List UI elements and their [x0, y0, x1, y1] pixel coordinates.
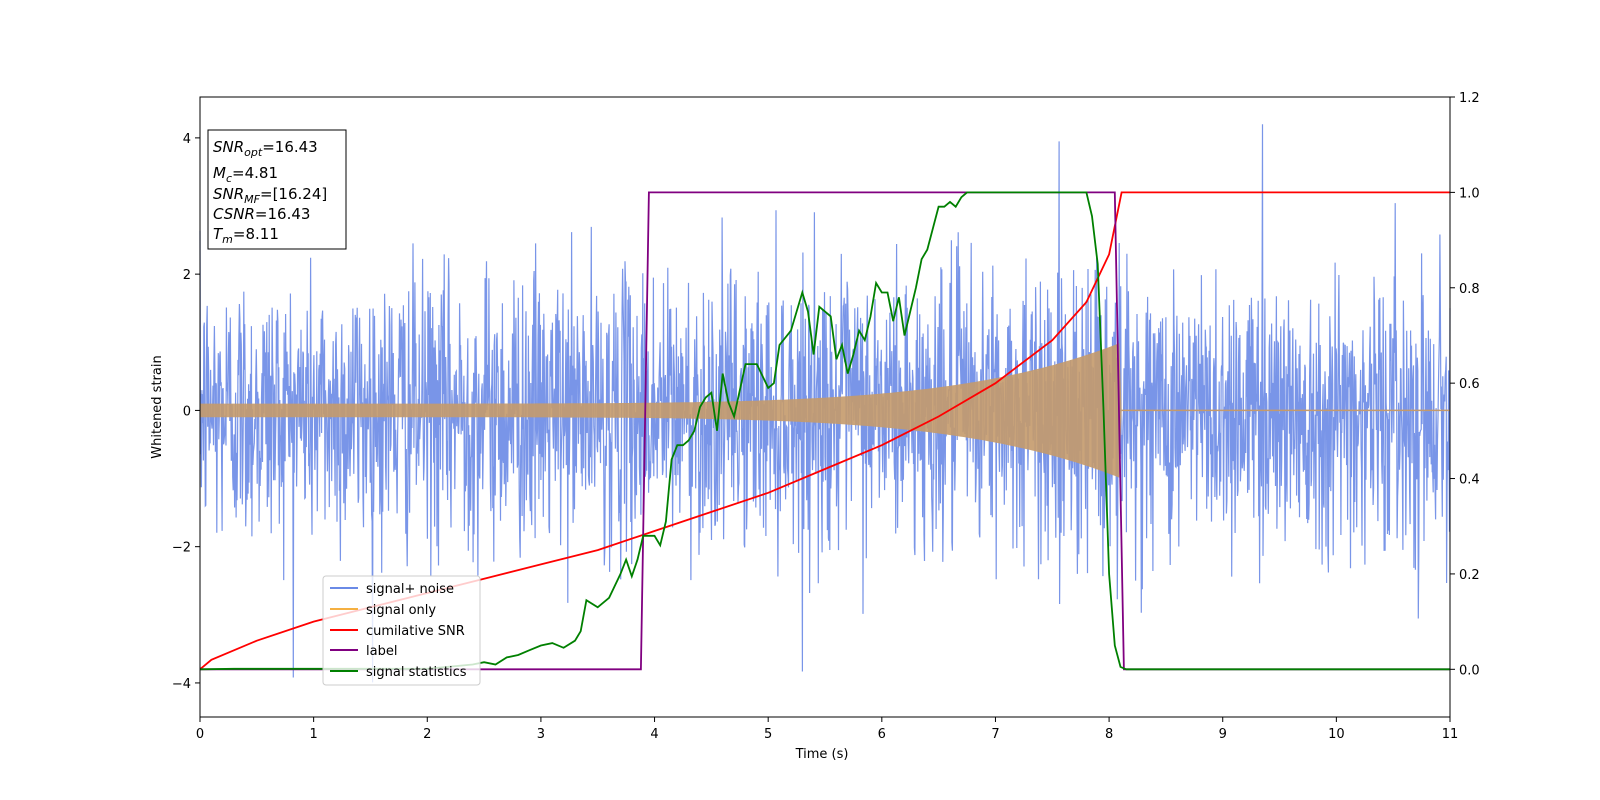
x-tick-label: 7 — [991, 727, 999, 742]
legend: signal+ noise signal only cumilative SNR… — [322, 575, 481, 686]
info-box: SNRopt=16.43 Mc=4.81 SNRMF=[16.24] CSNR=… — [207, 129, 347, 250]
x-tick-label: 8 — [1105, 727, 1113, 742]
x-tick-label: 10 — [1328, 727, 1345, 742]
csnr-text: CSNR=16.43 — [213, 205, 310, 223]
snr-mf-text: SNRMF=[16.24] — [213, 185, 327, 206]
y2-tick-label: 1.2 — [1459, 91, 1480, 106]
x-tick-label: 11 — [1442, 727, 1459, 742]
legend-label-cumulative-snr: cumilative SNR — [366, 624, 465, 639]
y2-axis-ticks: 0.0 0.2 0.4 0.6 0.8 1.0 1.2 — [1450, 91, 1480, 678]
y-tick-label: 0 — [183, 404, 191, 419]
legend-label-signal-statistics: signal statistics — [366, 665, 467, 680]
plot-frame — [199, 96, 1451, 718]
series-line-4 — [199, 191, 1450, 671]
x-tick-label: 4 — [650, 727, 658, 742]
x-tick-label: 1 — [309, 727, 317, 742]
x-tick-label: 9 — [1219, 727, 1227, 742]
x-tick-label: 2 — [423, 727, 431, 742]
y-tick-label: 4 — [183, 132, 191, 147]
snr-opt-text: SNRopt=16.43 — [213, 138, 318, 159]
y2-tick-label: 0.4 — [1459, 473, 1480, 488]
x-tick-label: 5 — [764, 727, 772, 742]
x-tick-label: 0 — [196, 727, 204, 742]
x-tick-label: 3 — [537, 727, 545, 742]
x-tick-label: 6 — [878, 727, 886, 742]
legend-label-signal-only: signal only — [366, 603, 436, 618]
noise-series — [199, 124, 1451, 683]
y2-tick-label: 1.0 — [1459, 186, 1480, 201]
x-axis-label: Time (s) — [795, 747, 849, 762]
y2-tick-label: 0.2 — [1459, 568, 1480, 583]
signal-noise-line — [199, 124, 1451, 683]
signal-only-band — [200, 343, 1122, 478]
legend-label-label: label — [366, 644, 397, 659]
y-axis-label: Whitened strain — [150, 355, 165, 458]
legend-frame — [322, 575, 481, 686]
y-tick-label: −2 — [172, 541, 191, 556]
x-axis-ticks: 0 1 2 3 4 5 6 7 8 9 10 11 — [196, 717, 1458, 742]
y-tick-label: 2 — [183, 268, 191, 283]
y-axis-ticks: 4 2 0 −2 −4 — [172, 132, 200, 692]
mc-text: Mc=4.81 — [213, 164, 278, 185]
y-tick-label: −4 — [172, 677, 191, 692]
info-box-frame — [207, 129, 347, 250]
legend-label-signal-noise: signal+ noise — [366, 582, 454, 597]
signal-series — [200, 343, 1450, 478]
y2-tick-label: 0.0 — [1459, 663, 1480, 678]
tm-text: Tm=8.11 — [213, 225, 279, 246]
y2-tick-label: 0.6 — [1459, 377, 1480, 392]
y2-tick-label: 0.8 — [1459, 282, 1480, 297]
